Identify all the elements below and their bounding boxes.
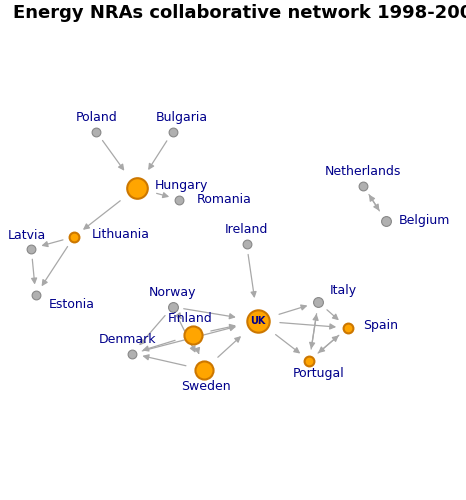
- Text: Netherlands: Netherlands: [325, 165, 401, 178]
- Point: [359, 182, 367, 190]
- Point: [70, 233, 78, 241]
- Text: Estonia: Estonia: [49, 298, 95, 311]
- Point: [315, 298, 322, 306]
- Point: [169, 303, 176, 311]
- Text: Belgium: Belgium: [399, 214, 451, 227]
- Point: [254, 317, 261, 325]
- Text: Bulgaria: Bulgaria: [156, 112, 208, 124]
- Point: [93, 128, 100, 136]
- Point: [189, 331, 197, 339]
- Point: [306, 356, 313, 364]
- Point: [169, 128, 176, 136]
- Point: [344, 324, 351, 332]
- Text: Denmark: Denmark: [99, 333, 157, 346]
- Text: Spain: Spain: [363, 319, 398, 332]
- Point: [129, 350, 136, 358]
- Point: [243, 240, 250, 248]
- Point: [200, 366, 208, 374]
- Point: [382, 216, 390, 224]
- Point: [133, 184, 140, 192]
- Text: UK: UK: [250, 316, 266, 326]
- Text: Poland: Poland: [75, 112, 117, 124]
- Text: Norway: Norway: [149, 286, 196, 300]
- Text: Latvia: Latvia: [7, 229, 46, 242]
- Text: Ireland: Ireland: [225, 224, 268, 236]
- Text: Finland: Finland: [168, 312, 213, 325]
- Text: Portugal: Portugal: [293, 367, 344, 380]
- Text: Lithuania: Lithuania: [92, 228, 150, 241]
- Point: [27, 244, 35, 252]
- Text: Energy NRAs collaborative network 1998-2000: Energy NRAs collaborative network 1998-2…: [14, 4, 466, 22]
- Point: [32, 291, 40, 299]
- Text: Sweden: Sweden: [181, 380, 231, 392]
- Point: [176, 196, 183, 203]
- Text: Italy: Italy: [329, 284, 356, 297]
- Text: Romania: Romania: [197, 193, 252, 206]
- Text: Hungary: Hungary: [155, 179, 208, 192]
